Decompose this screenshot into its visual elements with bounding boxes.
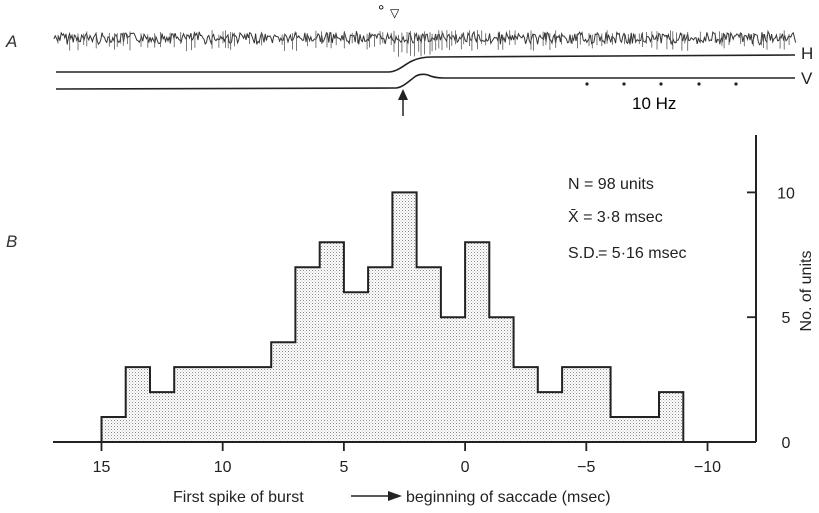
y-tick-label: 5 <box>782 310 791 327</box>
right-arrow-icon <box>351 491 402 501</box>
x-axis-title: First spike of burst beginning of saccad… <box>173 489 611 506</box>
histogram-bar <box>514 367 538 442</box>
histogram-bar <box>586 367 610 442</box>
panel-b-letter: B <box>6 232 17 251</box>
histogram-bar <box>659 392 683 442</box>
histogram-bar <box>223 367 247 442</box>
x-tick-label: 15 <box>93 459 111 476</box>
histogram-bar <box>417 267 441 442</box>
stat-n: N = 98 units <box>568 176 654 193</box>
histogram-bar <box>150 392 174 442</box>
histogram-bar <box>562 367 586 442</box>
spike-marks <box>57 30 790 57</box>
panel-a-letter: A <box>5 32 17 51</box>
histogram-bar <box>489 317 513 442</box>
panel-b: B 15 10 5 0 −5 −10 0 5 10 No. of units First sp… <box>6 135 815 506</box>
x-axis-title-left: First spike of burst <box>173 489 304 506</box>
stats-box: N = 98 units X̄ = 3·8 msec S.D. = 5·16 m… <box>568 176 686 262</box>
saccade-onset-arrow-icon <box>398 89 408 116</box>
histogram <box>100 191 685 442</box>
histogram-bar <box>344 292 368 442</box>
stat-sd-prefix: S.D. <box>568 245 599 262</box>
histogram-bar <box>247 367 271 442</box>
circle-marker-icon: ° <box>378 3 384 20</box>
histogram-bar <box>465 242 489 442</box>
x-axis-ticks: 15 10 5 0 −5 −10 <box>93 442 721 476</box>
vertical-eye-trace <box>55 73 795 90</box>
x-axis-title-right: beginning of saccade (msec) <box>406 489 611 506</box>
histogram-bar <box>392 192 416 442</box>
histogram-bar <box>368 267 392 442</box>
y-axis-ticks: 0 5 10 <box>747 185 795 452</box>
vertical-trace-label: V <box>801 69 813 88</box>
triangle-marker-icon: ▽ <box>390 6 400 20</box>
histogram-bar <box>295 267 319 442</box>
histogram-bar <box>611 417 635 442</box>
histogram-bar <box>101 417 125 442</box>
histogram-bar <box>198 367 222 442</box>
unit-spike-trace <box>53 29 797 57</box>
histogram-bar <box>126 367 150 442</box>
histogram-fill <box>101 192 684 442</box>
histogram-bar <box>174 367 198 442</box>
histogram-bar <box>441 317 465 442</box>
histogram-outline <box>100 191 685 442</box>
panel-a: A ° ▽ H V 10 Hz <box>5 3 813 116</box>
x-tick-label: −5 <box>577 459 595 476</box>
calibration-dots <box>585 82 738 86</box>
histogram-bar <box>635 417 659 442</box>
calibration-label: 10 Hz <box>632 94 676 113</box>
x-tick-label: −10 <box>694 459 721 476</box>
stat-mean: X̄ = 3·8 msec <box>568 209 663 226</box>
x-tick-label: 0 <box>461 459 470 476</box>
x-tick-label: 10 <box>214 459 232 476</box>
horizontal-eye-trace <box>56 54 796 73</box>
stat-sd-value: = 5·16 msec <box>598 245 686 262</box>
y-tick-label: 10 <box>777 185 795 202</box>
x-tick-label: 5 <box>339 459 348 476</box>
histogram-bar <box>538 392 562 442</box>
y-axis-title: No. of units <box>798 251 815 332</box>
horizontal-trace-label: H <box>801 44 813 63</box>
histogram-bar <box>320 242 344 442</box>
y-tick-label: 0 <box>782 435 791 452</box>
histogram-bar <box>271 342 295 442</box>
